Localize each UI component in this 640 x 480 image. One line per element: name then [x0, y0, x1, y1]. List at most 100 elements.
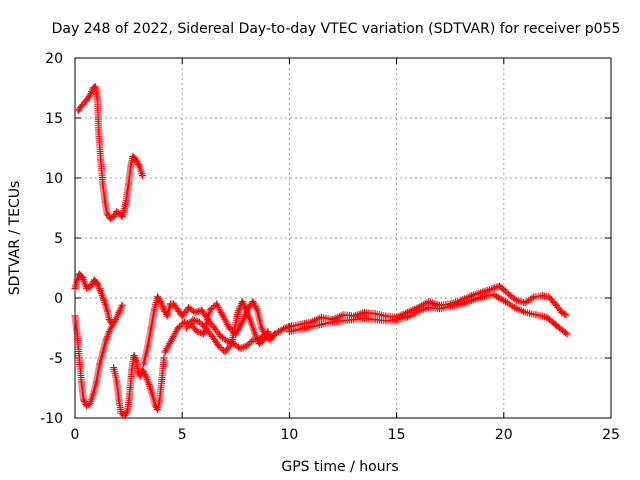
trace-point-track-c [139, 368, 147, 375]
trace-point-track-e [208, 305, 216, 312]
trace-point-track-f [246, 316, 254, 324]
trace-point-track-e [177, 321, 185, 329]
trace-point-main-trend [549, 297, 557, 305]
trace-point-main-trend [501, 287, 509, 295]
trace-point-upper-track [130, 154, 138, 162]
y-axis-label: SDTVAR / TECUs [7, 181, 23, 296]
data-point-track-b-12 [105, 328, 113, 336]
trace-point-track-b [80, 398, 88, 405]
trace-point-track-a [99, 295, 107, 303]
trace-point-upper-track [104, 212, 112, 220]
trace-point-main-trend-b [419, 305, 427, 313]
trace-point-track-c [141, 371, 149, 378]
trace-point-track-f [250, 328, 258, 336]
trace-point-track-d [244, 341, 252, 348]
trace-point-track-d [208, 321, 216, 329]
trace-point-main-trend-b [491, 291, 499, 299]
trace-point-track-f [191, 316, 199, 324]
trace-point-main-trend-b [548, 318, 556, 326]
trace-point-track-b [92, 380, 100, 388]
trace-point-main-trend [486, 286, 494, 294]
trace-point-track-d [247, 338, 255, 345]
trace-point-track-a [113, 314, 121, 322]
trace-point-track-d [158, 301, 166, 309]
trace-point-main-trend-b [507, 301, 515, 309]
trace-point-track-c [134, 366, 142, 374]
trace-point-track-e [176, 323, 184, 330]
x-axis-label: GPS time / hours [281, 459, 398, 475]
x-tick-label-0: 0 [71, 427, 80, 443]
trace-point-track-b [103, 333, 111, 341]
trace-point-track-c [140, 369, 148, 377]
trace-point-track-e [258, 326, 266, 334]
trace-point-main-trend [555, 305, 563, 313]
trace-point-track-b [81, 399, 89, 407]
trace-point-track-a [114, 310, 122, 318]
trace-point-track-f [206, 329, 214, 337]
data-point-main-trend-19 [489, 284, 497, 292]
trace-point-main-trend-b [418, 306, 426, 314]
trace-point-main-trend-b [469, 296, 477, 304]
trace-point-track-f [225, 343, 233, 351]
data-point-track-f-15 [264, 328, 272, 336]
trace-point-upper-track [90, 83, 98, 91]
trace-point-track-f [234, 310, 242, 318]
y-tick-label-4: 10 [45, 171, 63, 187]
trace-point-track-d [156, 296, 164, 304]
data-point-track-d-21 [243, 342, 251, 350]
trace-point-track-b [95, 362, 103, 370]
trace-point-main-trend-b [315, 321, 323, 329]
data-point-track-a-5 [87, 282, 95, 290]
trace-point-main-trend-b [493, 292, 501, 300]
trace-point-main-trend-b [455, 300, 463, 308]
trace-point-main-trend-b [464, 298, 472, 306]
trace-point-track-f [216, 344, 224, 351]
trace-point-upper-track [84, 94, 92, 102]
x-tick-label-3: 15 [388, 427, 406, 443]
trace-point-main-trend [430, 299, 438, 307]
trace-point-track-e [166, 339, 174, 347]
trace-point-main-trend-b [305, 323, 313, 331]
trace-point-track-e [224, 321, 232, 329]
trace-point-track-f [261, 334, 269, 342]
trace-point-main-trend-b [473, 295, 481, 303]
trace-point-track-f [197, 320, 205, 327]
trace-point-track-b [102, 338, 110, 346]
trace-point-track-a [97, 290, 105, 298]
trace-point-track-a [103, 304, 111, 312]
trace-point-track-c [128, 368, 136, 376]
trace-point-upper-track [103, 208, 111, 216]
trace-point-main-trend [314, 315, 322, 323]
x-tick-label-1: 5 [178, 427, 187, 443]
trace-point-track-d [155, 294, 163, 302]
trace-point-track-d [193, 308, 201, 316]
trace-point-upper-track [101, 196, 109, 204]
trace-point-main-trend-b [409, 310, 417, 318]
trace-point-track-a [79, 275, 87, 283]
trace-point-track-f [239, 299, 247, 307]
trace-point-track-a [84, 284, 92, 292]
y-tick-label-2: 0 [54, 291, 63, 307]
trace-point-track-c [160, 356, 168, 364]
trace-point-track-a [76, 271, 84, 279]
trace-point-track-d [150, 308, 158, 316]
trace-point-track-c [121, 410, 129, 418]
trace-point-track-d [147, 326, 155, 334]
trace-point-main-trend-b [516, 306, 524, 314]
trace-point-track-e [196, 329, 204, 337]
trace-point-track-b [106, 326, 114, 334]
trace-point-track-a [92, 278, 100, 286]
trace-point-main-trend [503, 289, 511, 297]
trace-point-upper-track [87, 89, 95, 97]
trace-point-track-d [280, 325, 288, 333]
data-point-track-f-2 [195, 318, 203, 326]
trace-point-main-trend-b [294, 326, 302, 334]
data-point-main-trend-b-20 [500, 296, 508, 304]
trace-point-track-d [238, 344, 246, 352]
trace-point-main-trend-b [477, 293, 485, 301]
trace-point-track-a [105, 314, 113, 322]
trace-point-main-trend [400, 310, 408, 318]
trace-point-main-trend-b [410, 309, 418, 317]
trace-point-main-trend [432, 300, 440, 308]
